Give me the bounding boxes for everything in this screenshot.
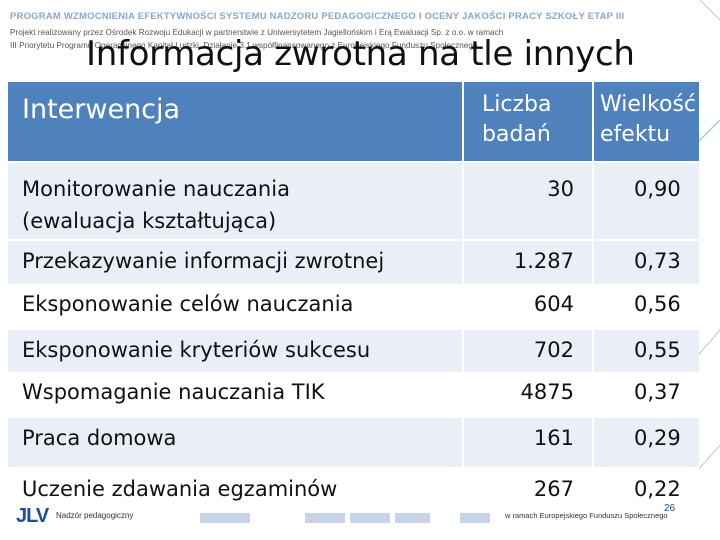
intervention-label: Uczenie zdawania egzaminów bbox=[8, 467, 463, 516]
study-count: 30 bbox=[462, 161, 594, 240]
table-row: Przekazywanie informacji zwrotnej 1.287 … bbox=[8, 239, 699, 285]
table-row: Monitorowanie nauczania (ewaluacja kształ… bbox=[8, 161, 699, 240]
table-row: Praca domowa 161 0,29 bbox=[8, 416, 699, 468]
sponsor-text: w ramach Europejskiego Funduszu Społeczn… bbox=[505, 511, 668, 520]
study-count: 604 bbox=[462, 284, 594, 329]
table-row: Eksponowanie kryteriów sukcesu 702 0,55 bbox=[8, 328, 699, 373]
intervention-label: Praca domowa bbox=[8, 416, 463, 468]
program-header-line: Projekt realizowany przez Ośrodek Rozwoj… bbox=[10, 28, 504, 37]
partner-logo bbox=[200, 513, 250, 523]
intervention-label: Wspomaganie nauczania TIK bbox=[8, 372, 463, 417]
effect-size: 0,55 bbox=[593, 328, 699, 373]
page-number: 26 bbox=[664, 503, 676, 514]
decorative-lines bbox=[689, 0, 720, 471]
effect-size: 0,90 bbox=[593, 161, 699, 240]
table-row: Eksponowanie celów nauczania 604 0,56 bbox=[8, 284, 699, 329]
study-count: 1.287 bbox=[462, 239, 594, 285]
program-header-title: PROGRAM WZMOCNIENIA EFEKTYWNOŚCI SYSTEMU… bbox=[10, 11, 625, 22]
intervention-label: Eksponowanie kryteriów sukcesu bbox=[8, 328, 463, 373]
header-intervention: Interwencja bbox=[22, 94, 181, 125]
footer: ЈLV Nadzór pedagogiczny w ramach Europej… bbox=[0, 497, 720, 540]
intervention-label: Monitorowanie nauczania (ewaluacja kształ… bbox=[8, 161, 463, 240]
jlv-logo: ЈLV bbox=[16, 505, 49, 527]
effect-size: 0,37 bbox=[593, 372, 699, 417]
eu-flag-logo bbox=[460, 513, 490, 523]
intervention-label: Przekazywanie informacji zwrotnej bbox=[8, 239, 463, 285]
intervention-label: Eksponowanie celów nauczania bbox=[8, 284, 463, 329]
study-count: 267 bbox=[462, 467, 594, 516]
effect-size: 0,22 bbox=[593, 467, 699, 516]
table-header-row: Interwencja Liczba badań Wielkość efektu bbox=[8, 82, 699, 162]
study-count: 702 bbox=[462, 328, 594, 373]
slide-title: Informacja zwrotna na tle innych bbox=[86, 34, 635, 74]
partner-logo bbox=[350, 513, 390, 523]
study-count: 161 bbox=[462, 416, 594, 468]
partner-logo bbox=[395, 513, 430, 523]
program-header-line: III Priorytetu Programu Operacyjnego Kap… bbox=[10, 41, 478, 50]
logo-caption: Nadzór pedagogiczny bbox=[56, 511, 134, 520]
table-row: Wspomaganie nauczania TIK 4875 0,37 bbox=[8, 372, 699, 417]
table-row: Uczenie zdawania egzaminów 267 0,22 bbox=[8, 467, 699, 516]
effect-size: 0,29 bbox=[593, 416, 699, 468]
effect-size: 0,56 bbox=[593, 284, 699, 329]
header-effect-size: Wielkość efektu bbox=[600, 92, 697, 147]
effect-size: 0,73 bbox=[593, 239, 699, 285]
header-study-count: Liczba badań bbox=[462, 82, 594, 162]
intervention-table: Interwencja Liczba badań Wielkość efektu M… bbox=[8, 82, 699, 516]
study-count: 4875 bbox=[462, 372, 594, 417]
partner-logo bbox=[305, 513, 345, 523]
